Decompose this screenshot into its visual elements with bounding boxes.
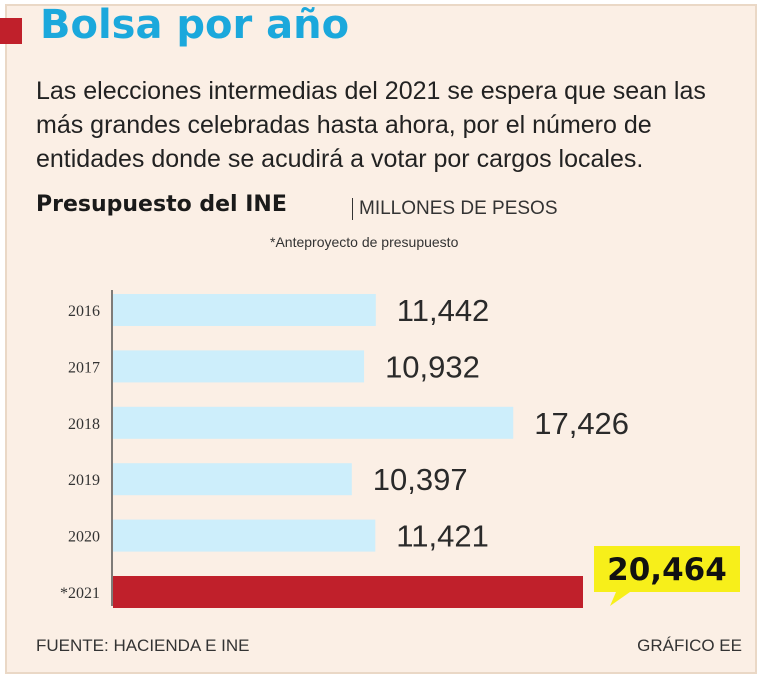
bar [113,463,352,496]
year-label: 2016 [68,303,100,320]
chart-unit: MILLONES DE PESOS [352,198,558,220]
bar [113,519,376,552]
value-callout [594,546,740,606]
bar [113,294,376,326]
chart-note: *Anteproyecto de presupuesto [270,234,459,250]
year-label: 2019 [68,472,100,489]
value-label: 10,932 [385,349,480,384]
value-label: 11,421 [396,519,489,554]
bar-highlight [113,576,583,608]
value-label: 10,397 [373,462,468,497]
graphic-credit: GRÁFICO EE [637,636,742,655]
value-label: 11,442 [397,293,490,328]
bar [113,406,514,439]
year-label: 2017 [68,359,100,376]
page-title: Bolsa por año [40,2,350,48]
value-label-highlight: 20,464 [607,552,727,588]
year-label: *2021 [60,585,100,602]
title-accent-bar [0,18,22,44]
year-label: 2018 [68,416,100,433]
subtitle-text: Las elecciones intermedias del 2021 se e… [36,77,706,173]
year-label: 2020 [68,529,100,546]
bar-group: 2016 11,442 2017 10,932 2018 17,426 2019 10,397… [60,293,740,608]
chart-title: Presupuesto del INE [36,192,287,217]
source-note: FUENTE: HACIENDA E INE [36,636,250,655]
bar [113,350,365,383]
value-label: 17,426 [534,406,629,441]
